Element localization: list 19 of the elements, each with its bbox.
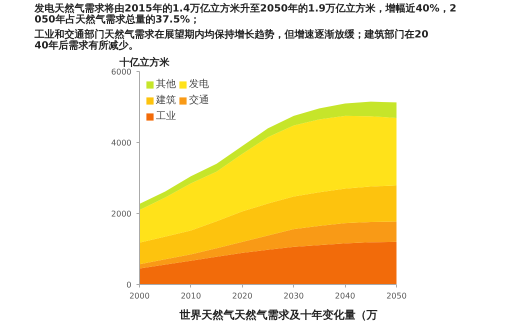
y-axis-title: 十亿立方米 bbox=[118, 56, 170, 68]
legend-label: 其他 bbox=[156, 78, 176, 91]
legend-label: 工业 bbox=[156, 110, 176, 123]
legend-label: 发电 bbox=[189, 78, 209, 91]
x-tick-label: 2000 bbox=[129, 292, 150, 300]
legend-label: 建筑 bbox=[156, 94, 176, 107]
x-tick-label: 2030 bbox=[284, 292, 304, 300]
text: 世界天然气天然气需求及十年变化量（万 bbox=[178, 308, 378, 322]
x-tick-label: 2050 bbox=[386, 292, 407, 300]
text: 工业和交通部门天然气需求在展望期内均保持增长趋势，但增速逐渐放缓；建筑部门在2040年后需求有所减少。 bbox=[34, 28, 428, 52]
y-tick-label: 0 bbox=[126, 280, 132, 290]
y-tick-label: 6000 bbox=[111, 68, 132, 76]
text: 发电天然气需求将由2015年的1.4万亿立方米升至2050年的1.9万亿立方米，增幅近40%，2050年占天然气需求总量的37.5%； bbox=[34, 2, 457, 26]
y-tick-label: 2000 bbox=[111, 210, 132, 218]
legend-label: 交通 bbox=[189, 94, 209, 107]
y-tick-label: 4000 bbox=[111, 138, 132, 148]
x-tick-label: 2040 bbox=[334, 292, 356, 300]
x-tick-label: 2020 bbox=[232, 292, 252, 300]
x-tick-label: 2010 bbox=[180, 292, 202, 300]
